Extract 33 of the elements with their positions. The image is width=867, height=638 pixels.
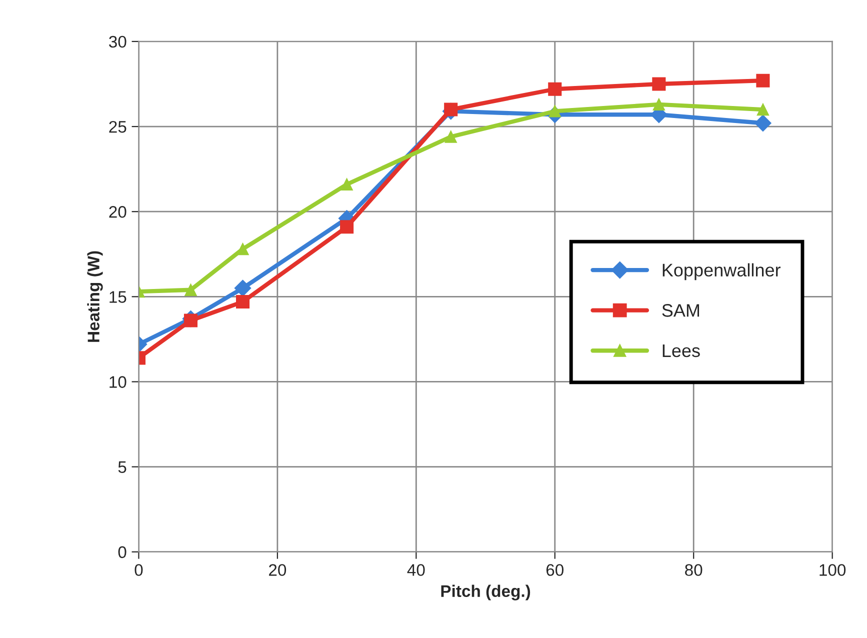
y-tick-label: 10 — [110, 376, 126, 388]
legend-label: SAM — [662, 304, 700, 317]
legend-label: Koppenwallner — [662, 263, 781, 280]
y-tick-label: 20 — [109, 206, 126, 218]
x-tick-label: 100 — [820, 564, 846, 576]
y-tick-label: 30 — [109, 36, 126, 48]
point — [756, 103, 770, 116]
x-tick-label: 40 — [407, 564, 425, 576]
x-tick-label: 60 — [546, 564, 564, 576]
x-tick-label: 20 — [269, 564, 286, 576]
point — [234, 280, 252, 297]
point — [548, 82, 562, 96]
point — [236, 295, 250, 309]
point — [754, 114, 772, 132]
point — [184, 284, 197, 296]
y-axis-title: Heating (W) — [87, 251, 103, 342]
x-tick-label: 80 — [685, 564, 702, 576]
point — [444, 130, 457, 143]
point — [652, 77, 666, 91]
y-tick-label: 25 — [109, 120, 126, 133]
point — [756, 74, 770, 88]
legend-label: Lees — [662, 344, 700, 358]
point — [340, 220, 354, 234]
point — [652, 98, 665, 110]
x-tick-label: 0 — [134, 564, 143, 576]
point — [444, 102, 458, 116]
y-tick-label: 5 — [118, 461, 126, 474]
y-tick-label: 0 — [118, 546, 126, 558]
point — [340, 178, 353, 190]
y-tick-label: 15 — [110, 291, 126, 303]
point — [236, 242, 249, 256]
x-axis-title: Pitch (deg.) — [441, 584, 530, 600]
point — [184, 314, 198, 328]
